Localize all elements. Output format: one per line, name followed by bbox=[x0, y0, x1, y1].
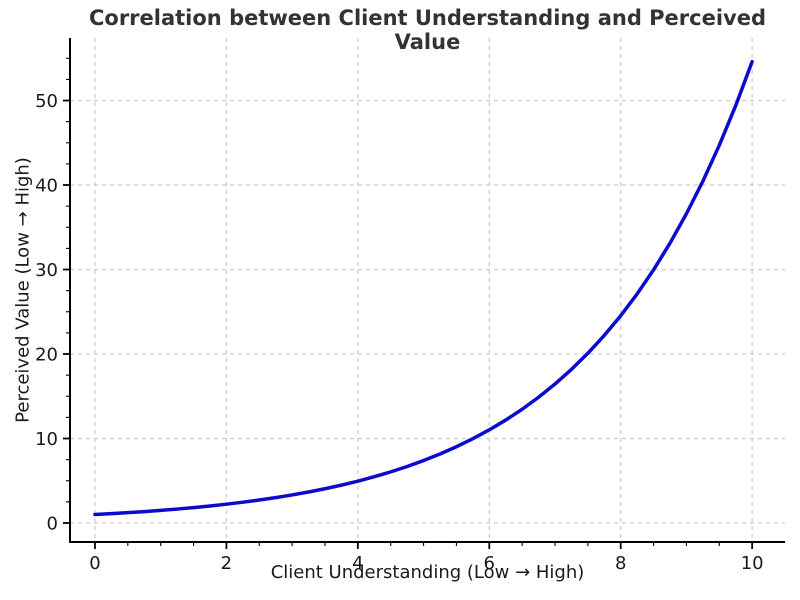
y-tick-label: 20 bbox=[35, 345, 58, 366]
x-tick-label: 0 bbox=[89, 553, 100, 574]
x-axis-label: Client Understanding (Low → High) bbox=[270, 562, 585, 583]
perceived-value-curve bbox=[93, 59, 754, 517]
y-tick-label: 10 bbox=[35, 429, 58, 450]
x-tick-label: 4 bbox=[352, 553, 363, 574]
y-tick-label: 0 bbox=[47, 513, 58, 534]
x-tick-label: 2 bbox=[221, 553, 232, 574]
y-axis-label: Perceived Value (Low → High) bbox=[12, 157, 34, 423]
y-tick-label: 50 bbox=[35, 91, 58, 112]
x-tick-label: 6 bbox=[484, 553, 495, 574]
y-tick-label: 40 bbox=[35, 176, 58, 197]
chart-title: Correlation between Client Understanding… bbox=[88, 6, 767, 54]
x-tick-label: 8 bbox=[615, 553, 626, 574]
x-tick-label: 10 bbox=[741, 553, 764, 574]
y-tick-label: 30 bbox=[35, 260, 58, 281]
